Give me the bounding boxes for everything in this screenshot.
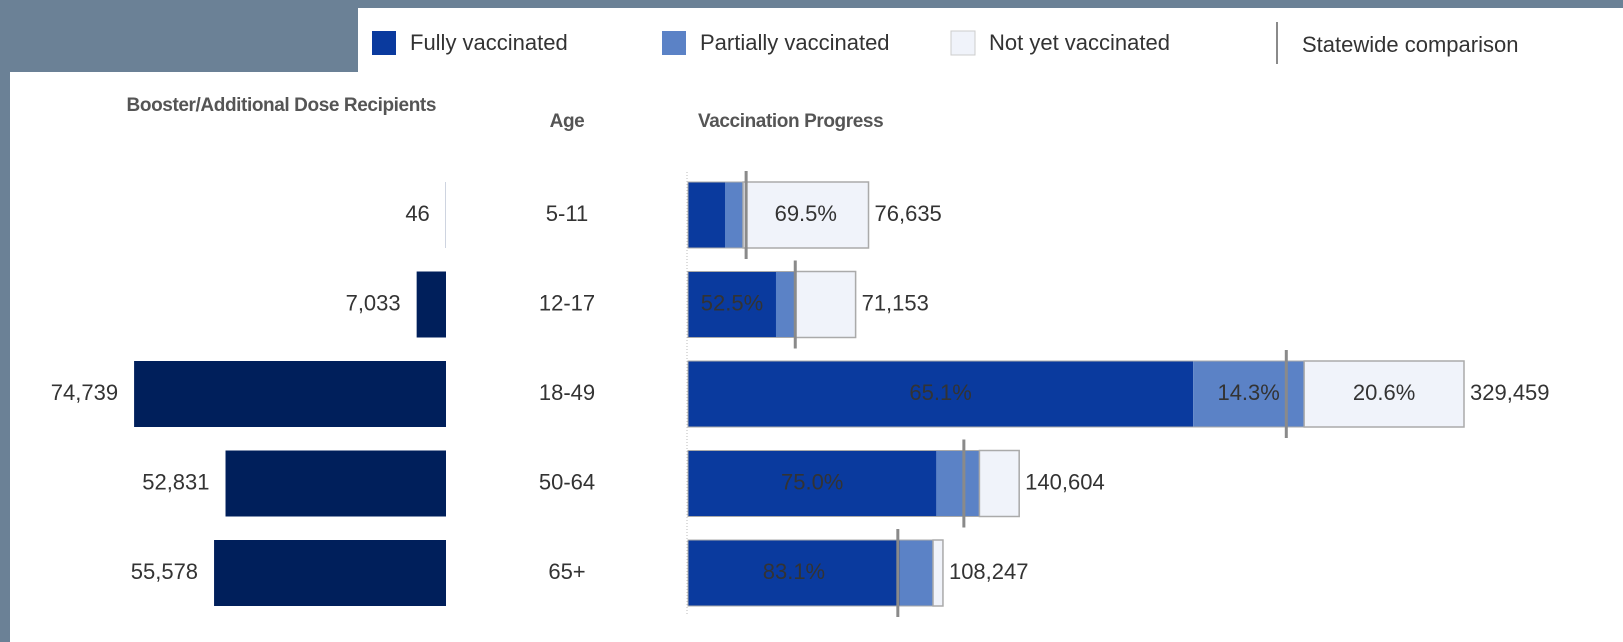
segment-label: 75.0% (781, 469, 843, 494)
progress-segment (932, 539, 944, 607)
progress-segment (688, 450, 937, 517)
progress-header: Vaccination Progress (698, 111, 884, 132)
progress-segment (688, 182, 726, 248)
progress-segment (978, 449, 1020, 518)
progress-segment (725, 182, 744, 248)
age-label: 5-11 (546, 201, 588, 226)
age-header: Age (549, 111, 585, 132)
legend-panel (358, 8, 1623, 72)
total-mark (687, 360, 1465, 428)
progress-segment (688, 361, 1194, 427)
legend-label: Statewide comparison (1302, 32, 1518, 57)
progress-segment (775, 271, 796, 338)
total-label: 76,635 (875, 201, 942, 226)
age-label: 65+ (548, 559, 585, 584)
age-label: 18-49 (539, 380, 595, 405)
legend-label: Not yet vaccinated (989, 30, 1170, 55)
segment-label: 69.5% (775, 201, 837, 226)
booster-bar (416, 271, 446, 338)
progress-segment (936, 450, 980, 517)
age-label: 12-17 (539, 290, 595, 315)
booster-label: 7,033 (346, 290, 401, 315)
segment-label: 65.1% (909, 380, 971, 405)
booster-bar (214, 540, 446, 606)
age-label: 50-64 (539, 469, 595, 494)
booster-bar (134, 361, 446, 427)
legend-swatch (662, 31, 686, 55)
progress-segment (794, 270, 857, 339)
total-label: 108,247 (949, 559, 1029, 584)
total-label: 329,459 (1470, 380, 1550, 405)
progress-segment (1303, 360, 1465, 428)
segment-label: 83.1% (763, 559, 825, 584)
booster-bar (225, 450, 446, 517)
segment-label: 20.6% (1353, 380, 1415, 405)
segment-label: 52.5% (701, 290, 763, 315)
segment-label: 14.3% (1217, 380, 1279, 405)
booster-label: 52,831 (142, 469, 209, 494)
legend-swatch (950, 30, 976, 56)
progress-segment (688, 271, 776, 338)
total-mark (687, 181, 870, 249)
legend-swatch (372, 31, 396, 55)
booster-label: 46 (405, 201, 429, 226)
booster-label: 74,739 (51, 380, 118, 405)
booster-label: 55,578 (131, 559, 198, 584)
total-mark (687, 450, 1020, 517)
booster-header: Booster/Additional Dose Recipients (126, 95, 437, 116)
total-label: 71,153 (862, 290, 929, 315)
legend-label: Fully vaccinated (410, 30, 568, 55)
progress-segment (688, 540, 900, 606)
total-mark (687, 539, 944, 607)
total-label: 140,604 (1025, 469, 1105, 494)
progress-segment (899, 540, 934, 606)
legend-label: Partially vaccinated (700, 30, 890, 55)
total-mark (687, 271, 857, 338)
